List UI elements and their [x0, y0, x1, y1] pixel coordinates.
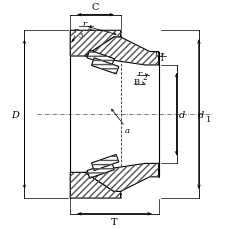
Text: 4: 4: [87, 25, 92, 33]
Text: 1: 1: [158, 55, 163, 63]
Polygon shape: [70, 173, 120, 198]
Text: r: r: [137, 69, 141, 77]
Text: r: r: [73, 27, 77, 35]
Text: B: B: [134, 78, 139, 86]
Text: a: a: [125, 126, 130, 134]
Text: r: r: [82, 20, 86, 28]
Text: C: C: [91, 3, 99, 12]
Polygon shape: [87, 163, 114, 178]
Text: 1: 1: [205, 116, 210, 124]
Polygon shape: [91, 155, 118, 171]
Text: 3: 3: [78, 32, 82, 40]
Polygon shape: [85, 38, 158, 66]
Polygon shape: [91, 59, 118, 75]
Text: d: d: [178, 110, 184, 119]
Polygon shape: [70, 31, 120, 57]
Text: 2: 2: [142, 74, 146, 82]
Text: D: D: [11, 110, 19, 119]
Polygon shape: [85, 164, 158, 191]
Polygon shape: [87, 51, 114, 67]
Text: d: d: [197, 110, 203, 119]
Text: r: r: [153, 50, 158, 58]
Text: T: T: [111, 217, 117, 226]
